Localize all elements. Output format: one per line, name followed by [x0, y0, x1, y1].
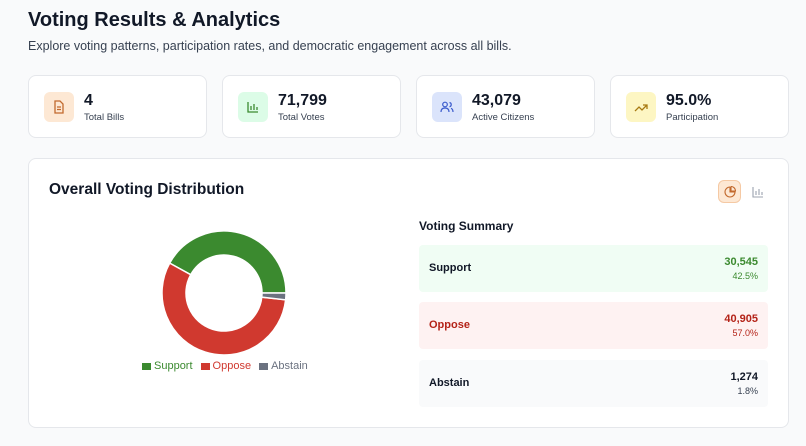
- stat-value: 4: [84, 92, 93, 109]
- stat-value: 43,079: [472, 92, 521, 109]
- donut-segment: [260, 292, 287, 301]
- icon: [238, 92, 268, 122]
- row-value: 1,274: [730, 371, 758, 383]
- stat-label: Total Bills: [84, 112, 125, 123]
- icon: [44, 92, 74, 122]
- stat-label: Total Votes: [278, 112, 325, 123]
- panel-title: Overall Voting Distribution: [49, 181, 245, 198]
- row-value: 30,545: [724, 256, 758, 268]
- stat-card: 4 Total Bills: [28, 75, 207, 138]
- row-value: 40,905: [724, 313, 758, 325]
- bar-view-button[interactable]: [746, 180, 769, 203]
- stat-label: Active Citizens: [472, 112, 535, 123]
- stat-value: 95.0%: [666, 92, 712, 109]
- row-name: Abstain: [429, 377, 470, 389]
- legend-label: Oppose: [212, 360, 252, 372]
- summary-row: Oppose 40,905 57.0%: [419, 302, 768, 349]
- row-name: Oppose: [429, 319, 470, 331]
- stat-card: 43,079 Active Citizens: [416, 75, 595, 138]
- stat-label: Participation: [666, 112, 719, 123]
- pie-view-button[interactable]: [718, 180, 741, 203]
- legend-swatch: [200, 362, 210, 370]
- donut-segment: [161, 262, 287, 356]
- row-name: Support: [429, 262, 472, 274]
- donut-chart: [161, 230, 287, 356]
- legend-swatch: [142, 362, 151, 370]
- icon: [626, 92, 656, 122]
- legend-label: Abstain: [271, 360, 308, 372]
- legend: Support Oppose Abstain: [142, 360, 312, 372]
- row-percent: 57.0%: [732, 328, 758, 338]
- summary-row: Abstain 1,274 1.8%: [419, 360, 768, 407]
- legend-item: Abstain: [259, 360, 308, 372]
- icon: [432, 92, 462, 122]
- summary-row: Support 30,545 42.5%: [419, 245, 768, 292]
- row-percent: 42.5%: [732, 271, 758, 281]
- page-title: Voting Results & Analytics: [28, 9, 281, 31]
- legend-item: Oppose: [200, 360, 252, 372]
- donut-segment: [168, 230, 287, 294]
- stat-value: 71,799: [278, 92, 327, 109]
- page-subtitle: Explore voting patterns, participation r…: [28, 39, 512, 53]
- legend-item: Support: [142, 360, 193, 372]
- legend-swatch: [259, 362, 269, 370]
- stat-card: 95.0% Participation: [610, 75, 789, 138]
- legend-label: Support: [154, 360, 193, 372]
- row-percent: 1.8%: [737, 386, 758, 396]
- stat-card: 71,799 Total Votes: [222, 75, 401, 138]
- summary-title: Voting Summary: [419, 219, 514, 233]
